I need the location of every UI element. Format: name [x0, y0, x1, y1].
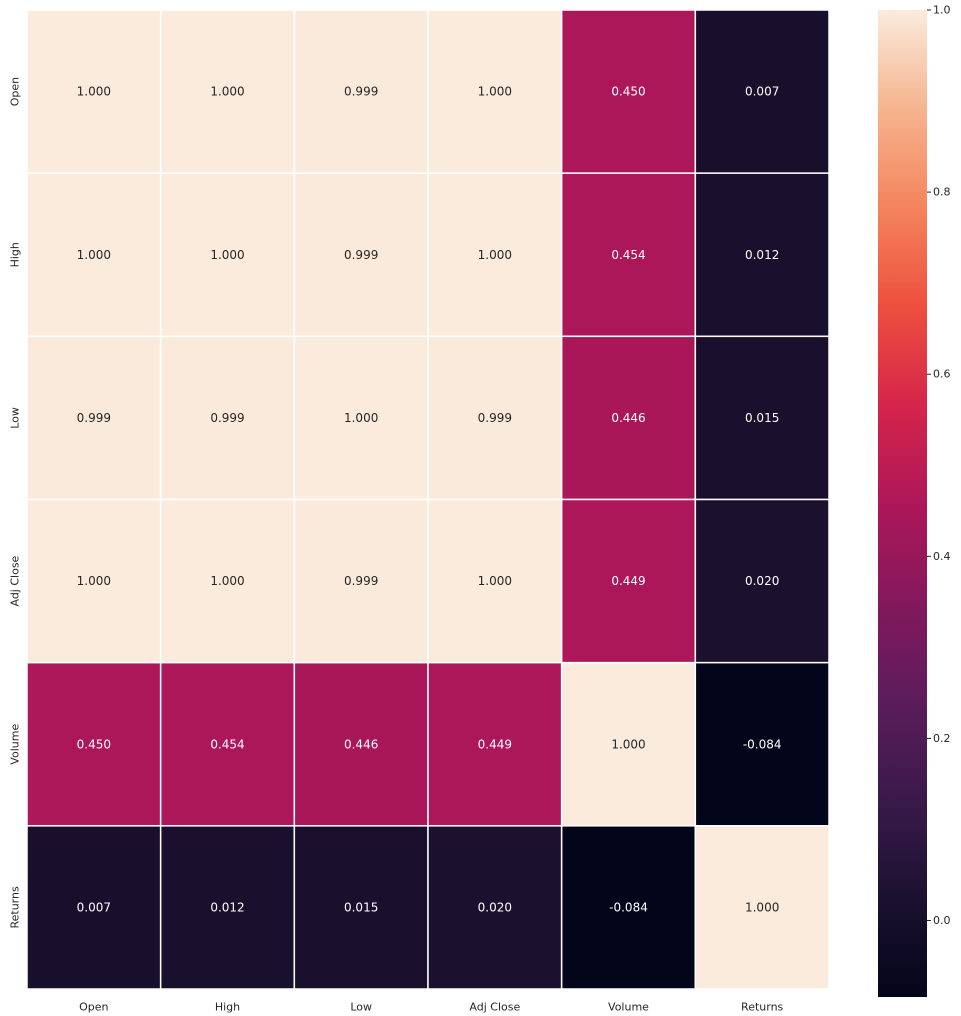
heatmap-cell-label: 0.449 — [478, 737, 512, 751]
heatmap-cell-label: 0.450 — [77, 737, 111, 751]
heatmap-cell-label: 0.446 — [611, 411, 645, 425]
heatmap-cell — [26, 335, 162, 501]
heatmap-cell — [694, 661, 830, 827]
heatmap-cell-label: 0.999 — [344, 248, 378, 262]
heatmap-cell — [293, 498, 429, 664]
heatmap-cell — [293, 9, 429, 174]
x-tick-label: Volume — [608, 1001, 649, 1014]
heatmap-cell — [427, 825, 563, 990]
heatmap-cell-label: 0.015 — [745, 411, 779, 425]
heatmap-cell — [293, 335, 429, 501]
x-tick-label: Open — [79, 1001, 108, 1014]
heatmap-cell-label: 0.007 — [77, 900, 111, 914]
y-tick-label: Returns — [9, 886, 22, 929]
colorbar-tick-label: 0.8 — [933, 186, 951, 199]
heatmap-cell — [694, 825, 830, 990]
heatmap-cell — [293, 661, 429, 827]
heatmap-cell-label: -0.084 — [609, 900, 648, 914]
heatmap-cell-label: 1.000 — [77, 85, 111, 99]
heatmap-cell — [694, 335, 830, 501]
colorbar-tick-label: 0.0 — [933, 914, 951, 927]
heatmap-cell-label: 0.012 — [210, 900, 244, 914]
heatmap-cell-label: 0.999 — [210, 411, 244, 425]
x-axis-ticks: Open High Low Adj Close Volume Returns — [79, 1001, 783, 1014]
colorbar-tick-label: 1.0 — [933, 4, 951, 17]
heatmap-cell-label: 1.000 — [478, 85, 512, 99]
heatmap-cell — [26, 9, 162, 174]
colorbar — [878, 10, 927, 997]
heatmap-cell — [26, 661, 162, 827]
heatmap-cell-label: 1.000 — [344, 411, 378, 425]
y-tick-label: Volume — [9, 724, 22, 765]
colorbar-gradient — [878, 10, 927, 997]
heatmap-cell-label: 1.000 — [611, 737, 645, 751]
heatmap-cell-label: 0.999 — [344, 574, 378, 588]
heatmap-cell-label: 1.000 — [77, 248, 111, 262]
heatmap-cell-label: 1.000 — [77, 574, 111, 588]
x-tick-label: High — [215, 1001, 240, 1014]
heatmap-cell-label: 0.446 — [344, 737, 378, 751]
heatmap-cell — [159, 498, 296, 664]
heatmap-cell-label: 0.449 — [611, 574, 645, 588]
colorbar-tick-label: 0.4 — [933, 550, 951, 563]
heatmap-cell — [560, 661, 697, 827]
y-tick-label: Low — [9, 407, 22, 429]
heatmap-cell-labels: 1.000 1.000 0.999 1.000 0.450 0.007 1.000 1.000… — [77, 85, 782, 915]
heatmap-cell — [560, 9, 697, 174]
x-tick-label: Returns — [741, 1001, 784, 1014]
heatmap-cell — [159, 172, 296, 338]
y-tick-label: Open — [9, 77, 22, 106]
x-tick-label: Adj Close — [469, 1001, 520, 1014]
heatmap-cell-label: 0.020 — [478, 900, 512, 914]
heatmap-cell-label: 1.000 — [210, 248, 244, 262]
heatmap-cell — [694, 498, 830, 664]
heatmap-cell-label: 1.000 — [478, 574, 512, 588]
heatmap-cell-label: 0.450 — [611, 85, 645, 99]
heatmap-cell-label: 0.012 — [745, 248, 779, 262]
colorbar-ticks: 1.0 0.8 0.6 0.4 0.2 0.0 — [927, 4, 951, 927]
heatmap-cell-label: 1.000 — [745, 900, 779, 914]
heatmap-cell — [427, 661, 563, 827]
x-tick-label: Low — [350, 1001, 372, 1014]
heatmap-cell-label: 0.999 — [344, 85, 378, 99]
heatmap-cell-label: 0.454 — [611, 248, 645, 262]
heatmap-cell-label: 0.999 — [77, 411, 111, 425]
heatmap-cell-label: 0.454 — [210, 737, 244, 751]
heatmap-cell — [427, 9, 563, 174]
y-tick-label: High — [9, 242, 22, 267]
heatmap-cell-label: 0.020 — [745, 574, 779, 588]
heatmap-cell — [26, 825, 162, 990]
colorbar-tick-label: 0.2 — [933, 732, 951, 745]
heatmap-cell-label: 0.007 — [745, 85, 779, 99]
y-axis-ticks: Open High Low Adj Close Volume Returns — [9, 77, 22, 929]
heatmap-cell — [560, 825, 697, 990]
heatmap-cell — [159, 335, 296, 501]
heatmap-cell — [560, 498, 697, 664]
heatmap-cell — [159, 9, 296, 174]
heatmap-cells — [26, 9, 830, 990]
heatmap-cell-label: 1.000 — [478, 248, 512, 262]
heatmap-cell — [427, 498, 563, 664]
heatmap-cell — [694, 9, 830, 174]
heatmap-cell — [560, 335, 697, 501]
heatmap-cell-label: -0.084 — [743, 737, 782, 751]
heatmap-cell-label: 0.015 — [344, 900, 378, 914]
heatmap-cell-label: 0.999 — [478, 411, 512, 425]
colorbar-tick-label: 0.6 — [933, 368, 951, 381]
heatmap-cell — [427, 172, 563, 338]
heatmap-cell — [694, 172, 830, 338]
heatmap-cell-label: 1.000 — [210, 85, 244, 99]
heatmap-cell — [26, 498, 162, 664]
y-tick-label: Adj Close — [9, 555, 22, 606]
heatmap-cell-label: 1.000 — [210, 574, 244, 588]
heatmap-cell — [427, 335, 563, 501]
